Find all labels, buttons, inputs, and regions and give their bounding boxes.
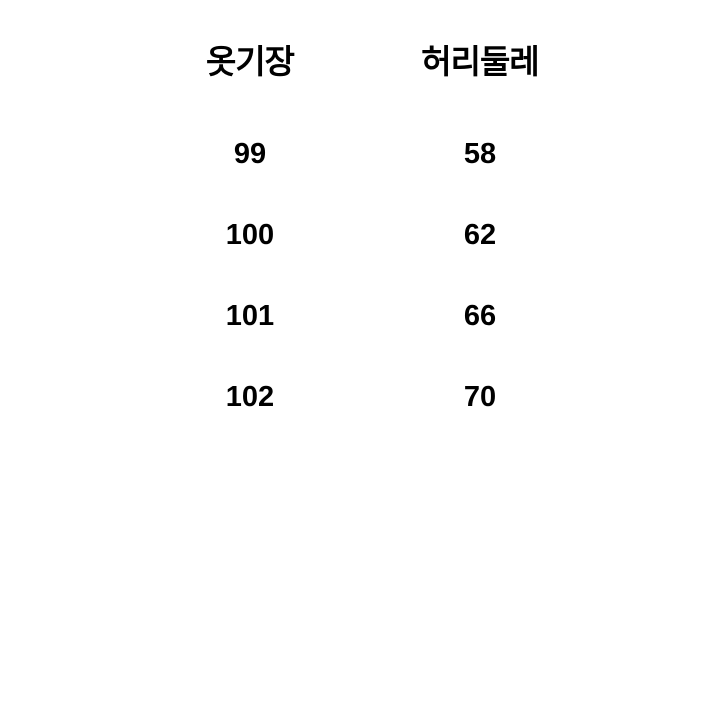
column-header-waist: 허리둘레 bbox=[350, 35, 610, 83]
table-header-row: 옷기장 허리둘레 bbox=[150, 35, 610, 83]
column-header-length: 옷기장 bbox=[150, 35, 350, 83]
cell-waist: 70 bbox=[350, 381, 610, 414]
cell-length: 100 bbox=[150, 219, 350, 252]
cell-length: 101 bbox=[150, 300, 350, 333]
size-table: 옷기장 허리둘레 99 58 100 62 101 66 102 70 bbox=[150, 35, 610, 462]
table-row: 100 62 bbox=[150, 219, 610, 252]
cell-length: 102 bbox=[150, 381, 350, 414]
table-row: 99 58 bbox=[150, 138, 610, 171]
cell-waist: 62 bbox=[350, 219, 610, 252]
cell-length: 99 bbox=[150, 138, 350, 171]
table-row: 101 66 bbox=[150, 300, 610, 333]
table-row: 102 70 bbox=[150, 381, 610, 414]
cell-waist: 66 bbox=[350, 300, 610, 333]
cell-waist: 58 bbox=[350, 138, 610, 171]
